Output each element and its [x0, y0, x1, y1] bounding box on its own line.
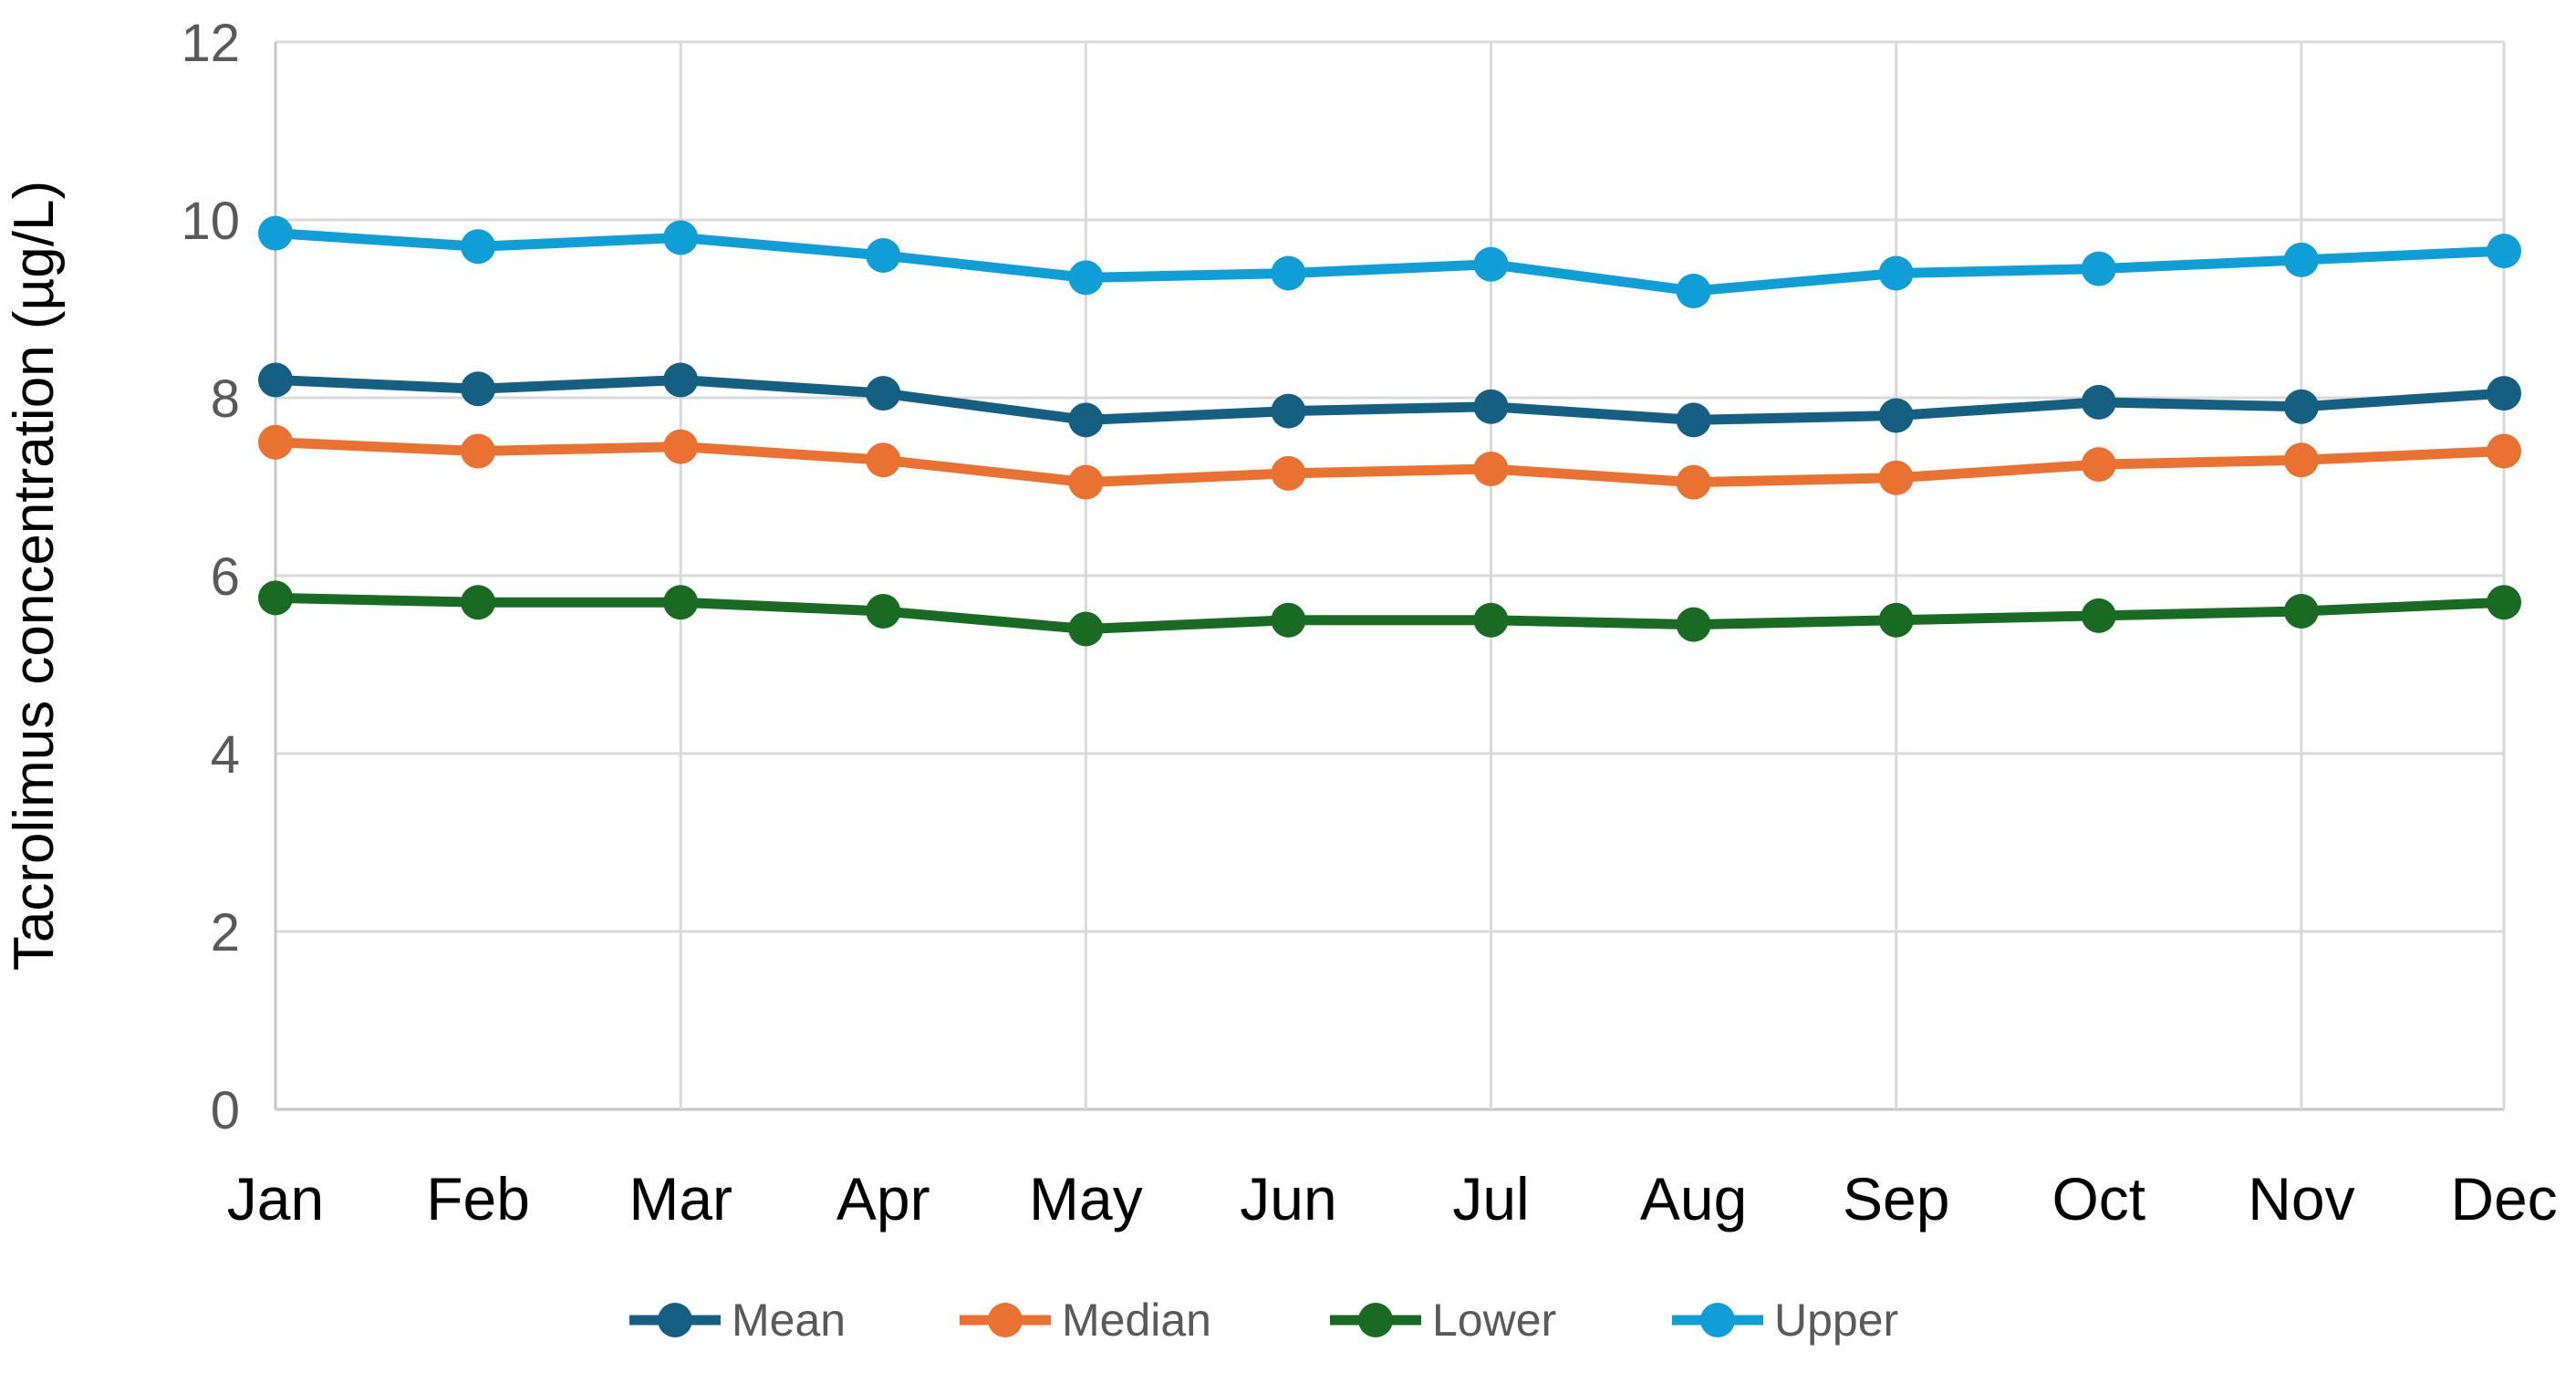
data-point-mean-dec — [2487, 376, 2521, 411]
data-point-mean-nov — [2283, 389, 2319, 424]
y-tick-label-10: 10 — [181, 192, 240, 251]
data-point-mean-jan — [258, 362, 293, 398]
data-point-median-may — [1068, 464, 1104, 500]
series-line-lower — [270, 592, 2509, 634]
data-point-median-jul — [1473, 452, 1509, 486]
x-tick-label-sep: Sep — [1843, 1165, 1949, 1233]
data-point-mean-aug — [1676, 402, 1711, 438]
data-point-mean-feb — [461, 371, 496, 407]
data-point-lower-nov — [2283, 594, 2319, 629]
y-tick-label-12: 12 — [181, 14, 240, 73]
data-point-mean-sep — [1878, 398, 1914, 433]
data-point-upper-jun — [1271, 255, 1306, 291]
y-tick-label-4: 4 — [211, 725, 240, 785]
data-point-median-mar — [663, 429, 699, 464]
data-point-median-sep — [1878, 460, 1914, 495]
data-point-lower-apr — [866, 594, 901, 629]
data-point-upper-mar — [663, 220, 699, 255]
series-line-upper — [270, 228, 2509, 296]
data-point-upper-aug — [1676, 274, 1711, 308]
data-point-lower-jun — [1271, 602, 1306, 638]
x-tick-label-may: May — [1029, 1165, 1143, 1233]
data-point-upper-nov — [2283, 242, 2319, 277]
y-axis-title: Tacrolimus concentration (µg/L) — [3, 181, 66, 971]
legend-label-mean: Mean — [732, 1295, 846, 1346]
series-line-mean — [270, 375, 2509, 425]
x-tick-label-nov: Nov — [2248, 1165, 2354, 1233]
legend-label-upper: Upper — [1774, 1295, 1898, 1346]
x-tick-label-oct: Oct — [2051, 1165, 2145, 1233]
data-point-mean-mar — [663, 362, 699, 398]
legend-marker-dot-mean — [658, 1303, 692, 1337]
data-point-median-jan — [258, 424, 293, 460]
data-point-median-feb — [461, 433, 496, 469]
data-point-lower-dec — [2487, 585, 2521, 620]
legend-marker-dot-lower — [1358, 1303, 1393, 1337]
data-point-upper-sep — [1878, 255, 1914, 291]
x-tick-label-aug: Aug — [1640, 1165, 1747, 1233]
data-point-lower-may — [1068, 611, 1104, 647]
x-tick-label-jan: Jan — [227, 1165, 324, 1233]
y-tick-label-0: 0 — [211, 1081, 240, 1140]
legend-item-lower: Lower — [1330, 1295, 1556, 1346]
y-tick-label-2: 2 — [211, 903, 240, 962]
legend-marker-dot-median — [988, 1303, 1023, 1337]
data-point-mean-jul — [1473, 389, 1509, 424]
data-point-median-oct — [2081, 447, 2116, 483]
y-tick-label-8: 8 — [211, 369, 240, 429]
data-point-lower-feb — [461, 585, 496, 620]
data-point-lower-jul — [1473, 602, 1509, 638]
data-point-lower-oct — [2081, 598, 2116, 633]
x-tick-label-jun: Jun — [1240, 1165, 1336, 1233]
data-point-mean-jun — [1271, 393, 1306, 429]
data-point-lower-jan — [258, 580, 293, 616]
data-point-lower-sep — [1878, 602, 1914, 638]
data-point-upper-apr — [866, 238, 901, 273]
data-point-upper-feb — [461, 229, 496, 265]
data-point-median-apr — [866, 442, 901, 478]
x-tick-label-mar: Mar — [628, 1165, 732, 1233]
series-line-median — [270, 437, 2509, 488]
x-tick-label-feb: Feb — [426, 1165, 530, 1233]
legend-label-lower: Lower — [1432, 1295, 1556, 1346]
legend-item-mean: Mean — [629, 1295, 846, 1346]
data-point-lower-mar — [663, 585, 699, 620]
legend-item-upper: Upper — [1672, 1295, 1898, 1346]
data-point-median-dec — [2487, 433, 2521, 469]
data-point-upper-may — [1068, 260, 1104, 296]
data-point-mean-apr — [866, 376, 901, 411]
legend-marker-dot-upper — [1700, 1303, 1735, 1337]
data-point-median-nov — [2283, 442, 2319, 478]
data-point-mean-oct — [2081, 384, 2116, 420]
data-point-upper-jan — [258, 215, 293, 251]
legend-item-median: Median — [960, 1295, 1211, 1346]
data-point-mean-may — [1068, 402, 1104, 438]
y-tick-label-6: 6 — [211, 547, 240, 607]
x-tick-label-jul: Jul — [1452, 1165, 1529, 1233]
x-tick-label-dec: Dec — [2450, 1165, 2557, 1233]
data-point-median-jun — [1271, 455, 1306, 491]
data-point-upper-oct — [2081, 251, 2116, 286]
x-tick-label-apr: Apr — [836, 1165, 930, 1233]
data-point-median-aug — [1676, 464, 1711, 500]
data-point-upper-jul — [1473, 246, 1509, 282]
data-point-lower-aug — [1676, 607, 1711, 642]
legend-label-median: Median — [1062, 1295, 1211, 1346]
data-point-upper-dec — [2487, 234, 2521, 269]
